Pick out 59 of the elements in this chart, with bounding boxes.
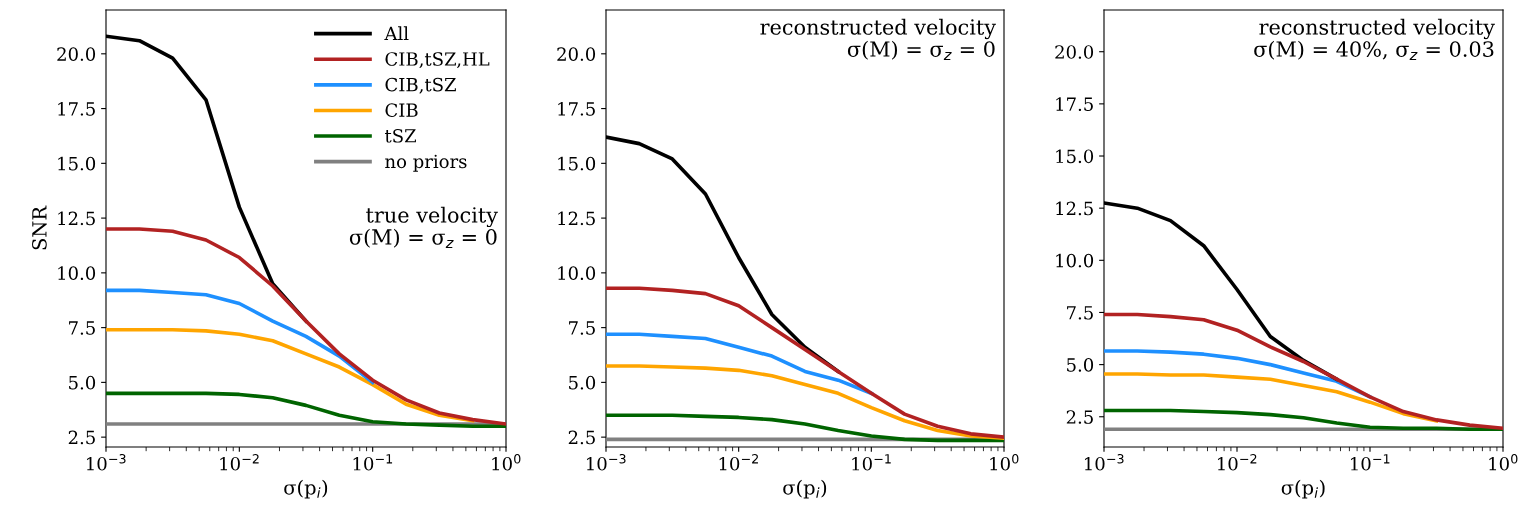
y-tick-label: 2.5 [68, 430, 95, 445]
y-tick-label: 2.5 [1066, 410, 1093, 424]
legend-label: CIB [385, 103, 418, 118]
x-tick-label: 10$^{0}$ [492, 454, 521, 471]
y-tick-label: 7.5 [1067, 306, 1093, 320]
y-tick-label: 12.5 [1056, 201, 1093, 216]
y-tick-label: 7.5 [569, 321, 595, 335]
x-tick-label: 10$^{0}$ [1489, 454, 1518, 471]
x-tick-label: 10$^{−1}$ [852, 454, 891, 471]
line-series [1104, 408, 1503, 432]
x-axis-title: σ(p$_{i}$) [783, 479, 827, 499]
y-tick-label: 5.0 [569, 375, 596, 390]
x-tick-label: 10$^{−1}$ [1350, 454, 1390, 471]
y-tick-label: 12.5 [558, 211, 595, 226]
line-series [1104, 312, 1503, 431]
x-tick-label: 10$^{−2}$ [1217, 454, 1257, 471]
x-tick-label: 10$^{0}$ [990, 454, 1019, 471]
legend-label: tSZ [384, 128, 416, 143]
line-series [606, 286, 1004, 439]
x-tick-label: 10$^{−3}$ [1084, 454, 1124, 471]
y-tick-label: 2.5 [568, 430, 595, 445]
legend-label: All [384, 26, 409, 40]
y-tick-label: 10.0 [58, 266, 96, 280]
y-tick-label: 15.0 [558, 156, 596, 171]
y-tick-label: 10.0 [1056, 253, 1094, 268]
annotation: reconstructed velocity σ(M) = 40%, σ$_{z}$ = 0.03 [1254, 18, 1495, 61]
y-tick-label: 17.5 [558, 102, 595, 116]
y-tick-label: 7.5 [69, 321, 95, 335]
y-tick-label: 15.0 [1056, 149, 1094, 164]
line-series [606, 364, 1004, 441]
y-tick-label: 17.5 [1056, 97, 1093, 111]
y-tick-label: 20.0 [557, 47, 596, 61]
y-tick-label: 12.5 [58, 211, 95, 226]
legend-label: CIB,tSZ,HL [385, 52, 490, 69]
line-series [106, 227, 506, 426]
y-tick-label: 10.0 [558, 266, 596, 280]
y-axis-title: SNR [32, 205, 47, 250]
x-tick-label: 10$^{−3}$ [86, 454, 126, 471]
line-series [106, 328, 475, 423]
x-tick-label: 10$^{−2}$ [220, 454, 259, 471]
annotation: reconstructed velocity σ(M) = σ$_{z}$ = 0 [760, 18, 996, 61]
annotation: true velocity σ(M) = σ$_{z}$ = 0 [349, 206, 498, 248]
y-tick-label: 5.0 [1067, 358, 1094, 372]
line-series [606, 332, 874, 396]
x-axis-title: σ(p$_{i}$) [1281, 479, 1325, 499]
x-tick-label: 10$^{−3}$ [586, 454, 626, 471]
line-series [1104, 372, 1439, 423]
x-tick-label: 10$^{−2}$ [719, 454, 758, 471]
y-tick-label: 20.0 [1055, 45, 1094, 59]
y-tick-label: 20.0 [57, 47, 96, 61]
x-axis-title: σ(p$_{i}$) [284, 479, 328, 499]
y-tick-label: 15.0 [58, 156, 96, 171]
line-series [106, 391, 506, 428]
x-tick-label: 10$^{−1}$ [353, 454, 393, 471]
y-tick-label: 17.5 [58, 102, 95, 116]
legend-label: CIB,tSZ [385, 77, 456, 94]
legend-label: no priors [385, 154, 467, 172]
y-tick-label: 5.0 [69, 375, 96, 390]
line-series [606, 413, 1004, 443]
